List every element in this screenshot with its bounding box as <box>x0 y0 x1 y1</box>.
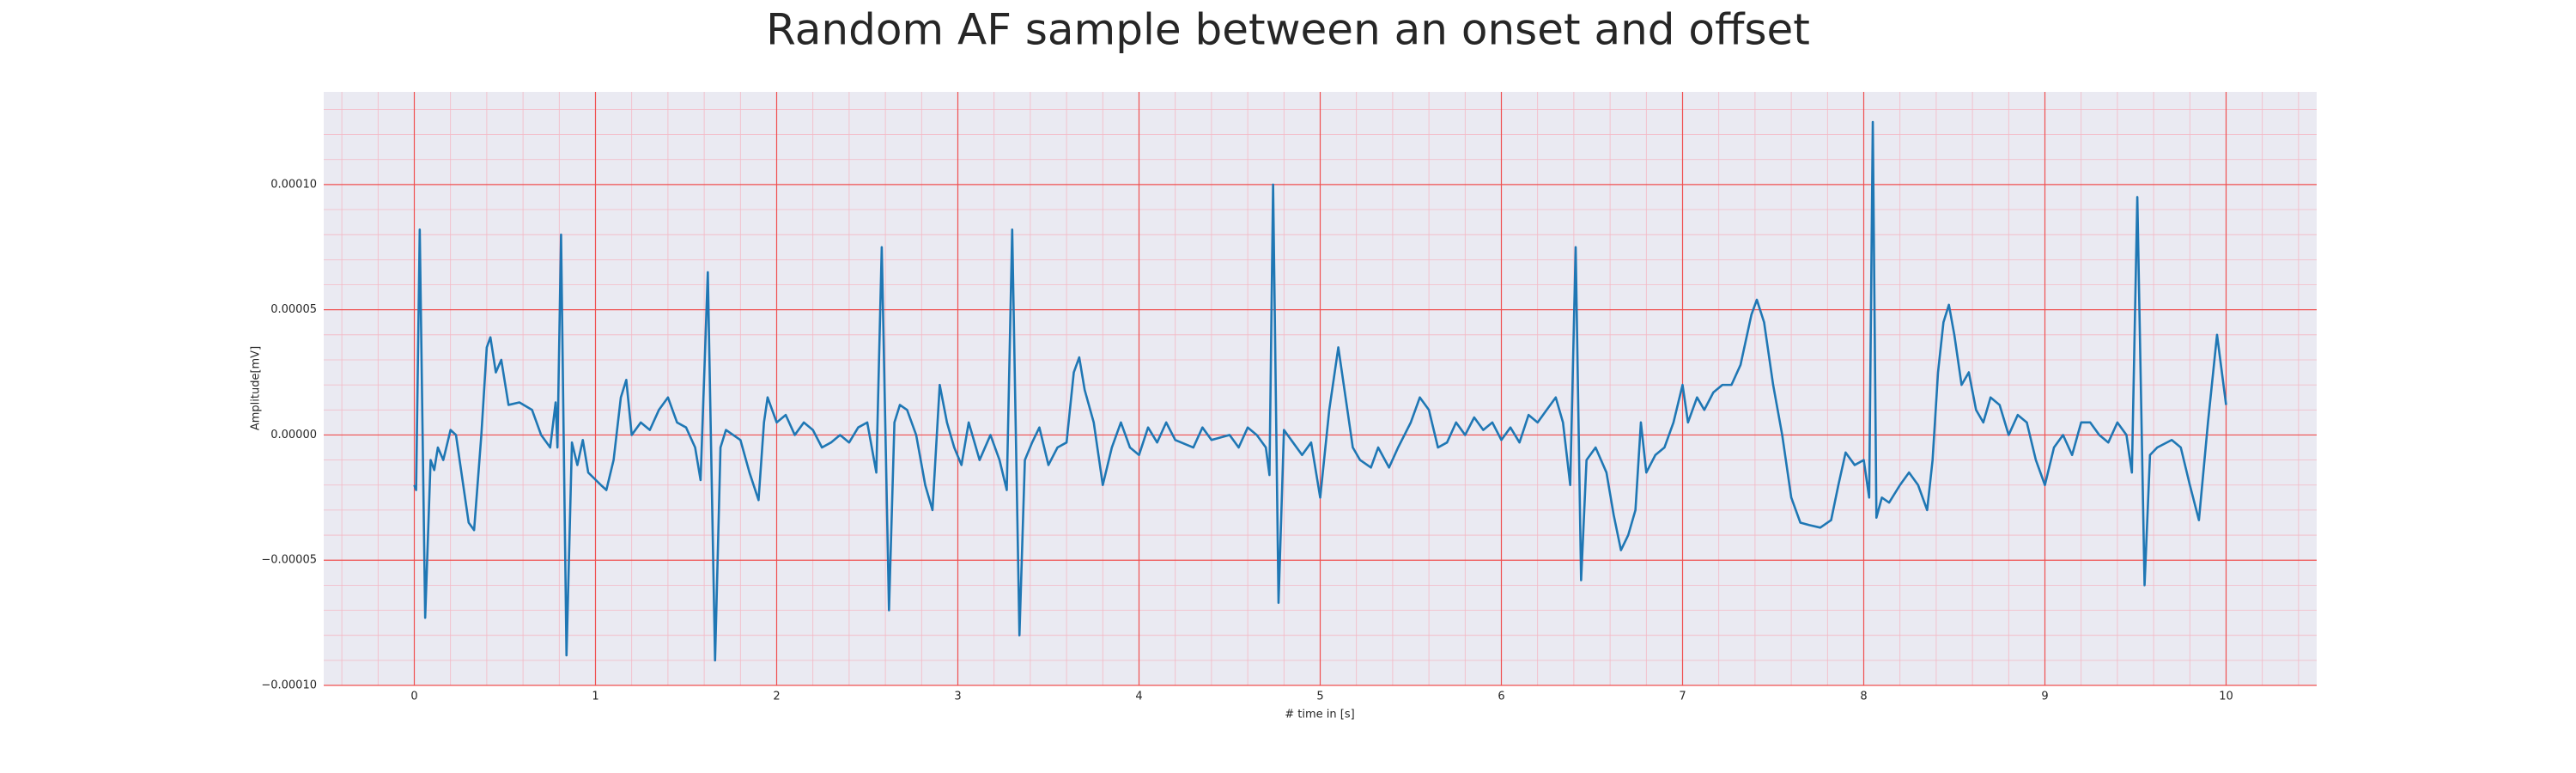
x-tick-label: 3 <box>954 691 961 703</box>
y-axis-label: Amplitude[mV] <box>250 346 263 430</box>
y-tick-label: 0.00000 <box>270 429 317 441</box>
x-tick-label: 9 <box>2041 691 2048 703</box>
x-tick-label: 10 <box>2219 691 2233 703</box>
x-tick-label: 5 <box>1316 691 1323 703</box>
y-tick-label: 0.00005 <box>270 303 317 316</box>
y-tick-label: −0.00005 <box>261 554 317 567</box>
signal-line <box>413 120 2227 662</box>
x-tick-label: 4 <box>1135 691 1142 703</box>
chart-title: Random AF sample between an onset and of… <box>766 5 1810 55</box>
x-tick-label: 8 <box>1860 691 1867 703</box>
x-axis-label: # time in [s] <box>1285 709 1354 721</box>
x-tick-label: 7 <box>1679 691 1686 703</box>
x-tick-label: 0 <box>410 691 417 703</box>
x-tick-label: 6 <box>1498 691 1504 703</box>
y-tick-label: −0.00010 <box>261 679 317 692</box>
x-tick-label: 1 <box>592 691 598 703</box>
x-tick-label: 2 <box>773 691 780 703</box>
y-tick-label: 0.00010 <box>270 178 317 191</box>
